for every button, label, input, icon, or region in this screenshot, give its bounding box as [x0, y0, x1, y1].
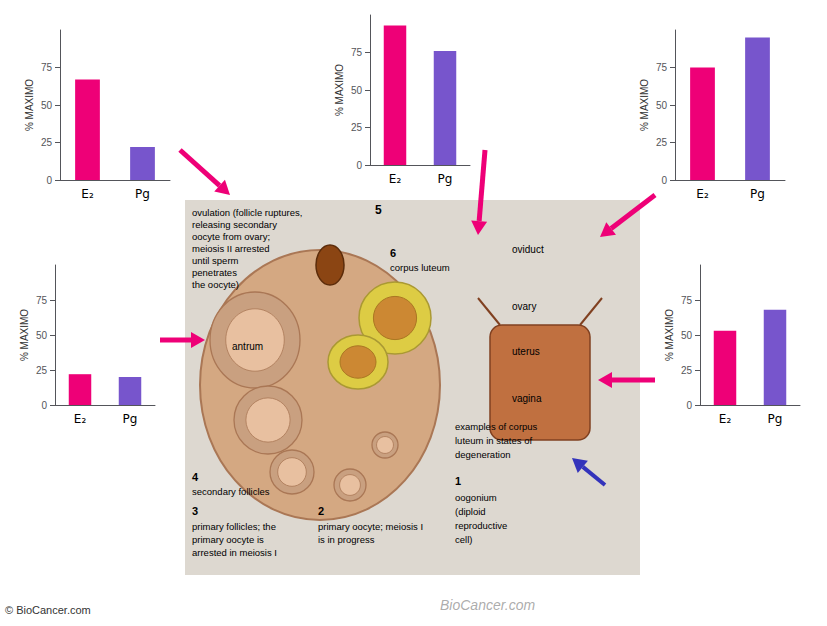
svg-text:25: 25 — [36, 365, 48, 376]
svg-text:25: 25 — [41, 137, 53, 148]
svg-text:oviduct: oviduct — [512, 244, 544, 255]
svg-text:primary follicles; the: primary follicles; the — [192, 521, 276, 532]
svg-text:ovary: ovary — [512, 301, 536, 312]
svg-text:E₂: E₂ — [81, 187, 94, 201]
svg-text:Pg: Pg — [123, 412, 138, 426]
svg-text:antrum: antrum — [232, 341, 263, 352]
svg-text:corpus luteum: corpus luteum — [390, 262, 450, 273]
svg-text:secondary follicles: secondary follicles — [192, 486, 270, 497]
svg-text:75: 75 — [36, 295, 48, 306]
svg-text:0: 0 — [356, 160, 362, 171]
svg-text:examples of corpus: examples of corpus — [455, 421, 538, 432]
svg-text:penetrates: penetrates — [192, 267, 237, 278]
svg-text:arrested in meiosis I: arrested in meiosis I — [192, 547, 277, 558]
svg-text:is in progress: is in progress — [318, 534, 375, 545]
svg-text:luteum in states of: luteum in states of — [455, 435, 532, 446]
svg-text:meiosis II arrested: meiosis II arrested — [192, 243, 270, 254]
svg-text:E₂: E₂ — [719, 412, 732, 426]
svg-text:25: 25 — [656, 137, 668, 148]
svg-text:% MAXIMO: % MAXIMO — [24, 79, 35, 131]
svg-text:75: 75 — [681, 295, 693, 306]
svg-text:until sperm: until sperm — [192, 255, 239, 266]
svg-text:E₂: E₂ — [696, 187, 709, 201]
svg-text:Pg: Pg — [768, 412, 783, 426]
svg-text:50: 50 — [681, 330, 693, 341]
svg-text:degeneration: degeneration — [455, 449, 510, 460]
svg-text:Pg: Pg — [438, 172, 453, 186]
svg-text:the oocyte): the oocyte) — [192, 279, 239, 290]
svg-text:reproductive: reproductive — [455, 520, 507, 531]
svg-text:oocyte from ovary;: oocyte from ovary; — [192, 231, 270, 242]
svg-text:25: 25 — [351, 122, 363, 133]
svg-text:BioCancer.com: BioCancer.com — [440, 597, 536, 613]
svg-text:50: 50 — [656, 100, 668, 111]
svg-text:50: 50 — [41, 100, 53, 111]
svg-text:3: 3 — [192, 505, 198, 517]
svg-text:vagina: vagina — [512, 393, 542, 404]
svg-text:50: 50 — [36, 330, 48, 341]
svg-text:Pg: Pg — [750, 187, 765, 201]
svg-text:0: 0 — [41, 400, 47, 411]
svg-text:0: 0 — [686, 400, 692, 411]
svg-text:E₂: E₂ — [74, 412, 87, 426]
svg-text:cell): cell) — [455, 534, 472, 545]
svg-text:0: 0 — [46, 175, 52, 186]
svg-text:6: 6 — [390, 247, 396, 259]
svg-text:releasing secondary: releasing secondary — [192, 219, 277, 230]
svg-text:% MAXIMO: % MAXIMO — [664, 309, 675, 361]
svg-text:75: 75 — [41, 62, 53, 73]
svg-text:E₂: E₂ — [389, 172, 402, 186]
svg-text:1: 1 — [455, 475, 461, 487]
svg-text:primary oocyte; meiosis I: primary oocyte; meiosis I — [318, 521, 423, 532]
svg-text:4: 4 — [192, 471, 199, 483]
svg-text:75: 75 — [351, 47, 363, 58]
svg-text:% MAXIMO: % MAXIMO — [19, 309, 30, 361]
svg-text:% MAXIMO: % MAXIMO — [334, 64, 345, 116]
svg-text:oogonium: oogonium — [455, 492, 497, 503]
svg-text:© BioCancer.com: © BioCancer.com — [5, 604, 91, 616]
svg-text:0: 0 — [661, 175, 667, 186]
svg-text:2: 2 — [318, 505, 324, 517]
svg-text:Pg: Pg — [135, 187, 150, 201]
svg-text:primary oocyte is: primary oocyte is — [192, 534, 264, 545]
svg-text:50: 50 — [351, 85, 363, 96]
svg-text:5: 5 — [375, 203, 382, 217]
svg-text:ovulation (follicle ruptures,: ovulation (follicle ruptures, — [192, 207, 302, 218]
svg-text:25: 25 — [681, 365, 693, 376]
svg-text:uterus: uterus — [512, 346, 540, 357]
svg-text:% MAXIMO: % MAXIMO — [639, 79, 650, 131]
svg-text:75: 75 — [656, 62, 668, 73]
svg-text:(diploid: (diploid — [455, 506, 486, 517]
